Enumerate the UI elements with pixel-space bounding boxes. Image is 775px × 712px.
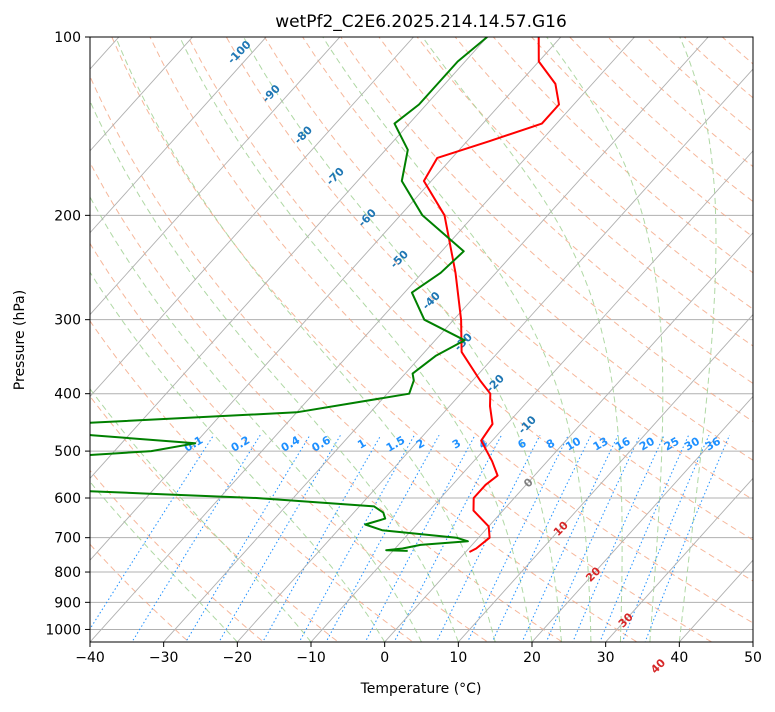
x-tick-label: −10 (296, 650, 326, 666)
x-tick-label: 40 (670, 650, 688, 666)
y-tick-label: 100 (54, 30, 81, 46)
y-tick-label: 900 (54, 595, 81, 611)
y-tick-label: 700 (54, 531, 81, 547)
y-axis-label: Pressure (hPa) (12, 290, 28, 390)
y-tick-label: 500 (54, 444, 81, 460)
x-tick-label: 0 (380, 650, 389, 666)
x-tick-label: −40 (75, 650, 105, 666)
x-tick-label: 20 (523, 650, 541, 666)
x-tick-label: −20 (223, 650, 253, 666)
y-tick-label: 1000 (45, 622, 81, 638)
x-tick-label: 30 (597, 650, 615, 666)
y-tick-label: 200 (54, 208, 81, 224)
y-tick-label: 300 (54, 313, 81, 329)
x-axis-label: Temperature (°C) (360, 681, 482, 697)
y-tick-label: 400 (54, 387, 81, 403)
x-tick-label: 10 (449, 650, 467, 666)
chart-title: wetPf2_C2E6.2025.214.14.57.G16 (275, 12, 567, 32)
y-tick-label: 600 (54, 491, 81, 507)
y-tick-label: 800 (54, 565, 81, 581)
x-tick-label: 50 (744, 650, 762, 666)
x-tick-label: −30 (149, 650, 179, 666)
